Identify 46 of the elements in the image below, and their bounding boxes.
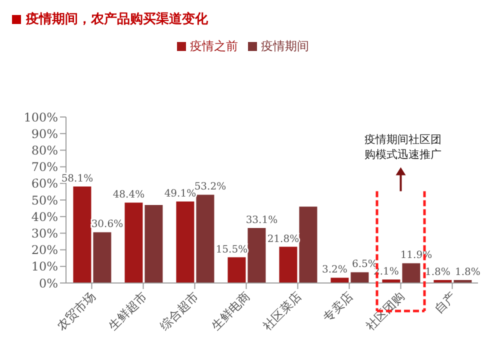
bar	[196, 194, 214, 283]
legend-label: 疫情期间	[261, 39, 309, 53]
y-tick-label: 80%	[31, 143, 58, 158]
x-tick-label: 专卖店	[320, 289, 356, 325]
annotation: 疫情期间社区团购模式迅速推广	[364, 133, 442, 162]
bar	[279, 246, 298, 283]
data-label: 49.1%	[164, 188, 196, 200]
bar	[330, 278, 349, 283]
bar	[176, 201, 194, 283]
legend-label: 疫情之前	[190, 39, 238, 53]
data-label: 30.6%	[91, 219, 124, 230]
bar	[248, 228, 266, 283]
data-label: 15.5%	[216, 244, 248, 256]
y-tick-label: 100%	[24, 110, 58, 124]
bar	[402, 263, 420, 283]
y-tick-label: 0%	[38, 276, 58, 290]
data-label: 48.4%	[112, 190, 145, 201]
x-tick-label: 农贸市场	[54, 289, 98, 334]
bar	[73, 186, 92, 283]
y-tick-label: 40%	[31, 210, 58, 224]
y-tick-label: 20%	[31, 243, 58, 258]
y-tick-label: 30%	[31, 226, 58, 240]
data-label: 1.8%	[455, 267, 480, 278]
x-tick-label: 综合超市	[157, 289, 201, 334]
y-tick-label: 90%	[31, 126, 58, 141]
y-tick-label: 70%	[31, 160, 58, 174]
data-label: 33.1%	[246, 215, 278, 226]
x-tick-label: 生鲜电商	[208, 289, 252, 334]
bar	[124, 202, 143, 283]
data-label: 6.5%	[352, 259, 378, 270]
bar	[144, 204, 163, 283]
data-label: 1.8%	[425, 267, 450, 278]
y-tick-label: 10%	[31, 260, 58, 274]
x-tick-label: 自产	[432, 289, 458, 316]
bar	[228, 257, 246, 283]
y-tick-label: 60%	[31, 176, 58, 191]
y-tick-label: 50%	[31, 193, 58, 208]
bar	[350, 272, 369, 283]
chart-title: 疫情期间，农产品购买渠道变化	[26, 10, 208, 28]
data-label: 53.2%	[194, 182, 226, 193]
x-tick-label: 生鲜超市	[106, 289, 150, 334]
data-label: 21.8%	[267, 234, 300, 245]
x-tick-label: 社区菜店	[260, 289, 304, 334]
bar	[93, 232, 112, 283]
data-label: 3.2%	[322, 264, 348, 276]
bar	[299, 206, 318, 283]
